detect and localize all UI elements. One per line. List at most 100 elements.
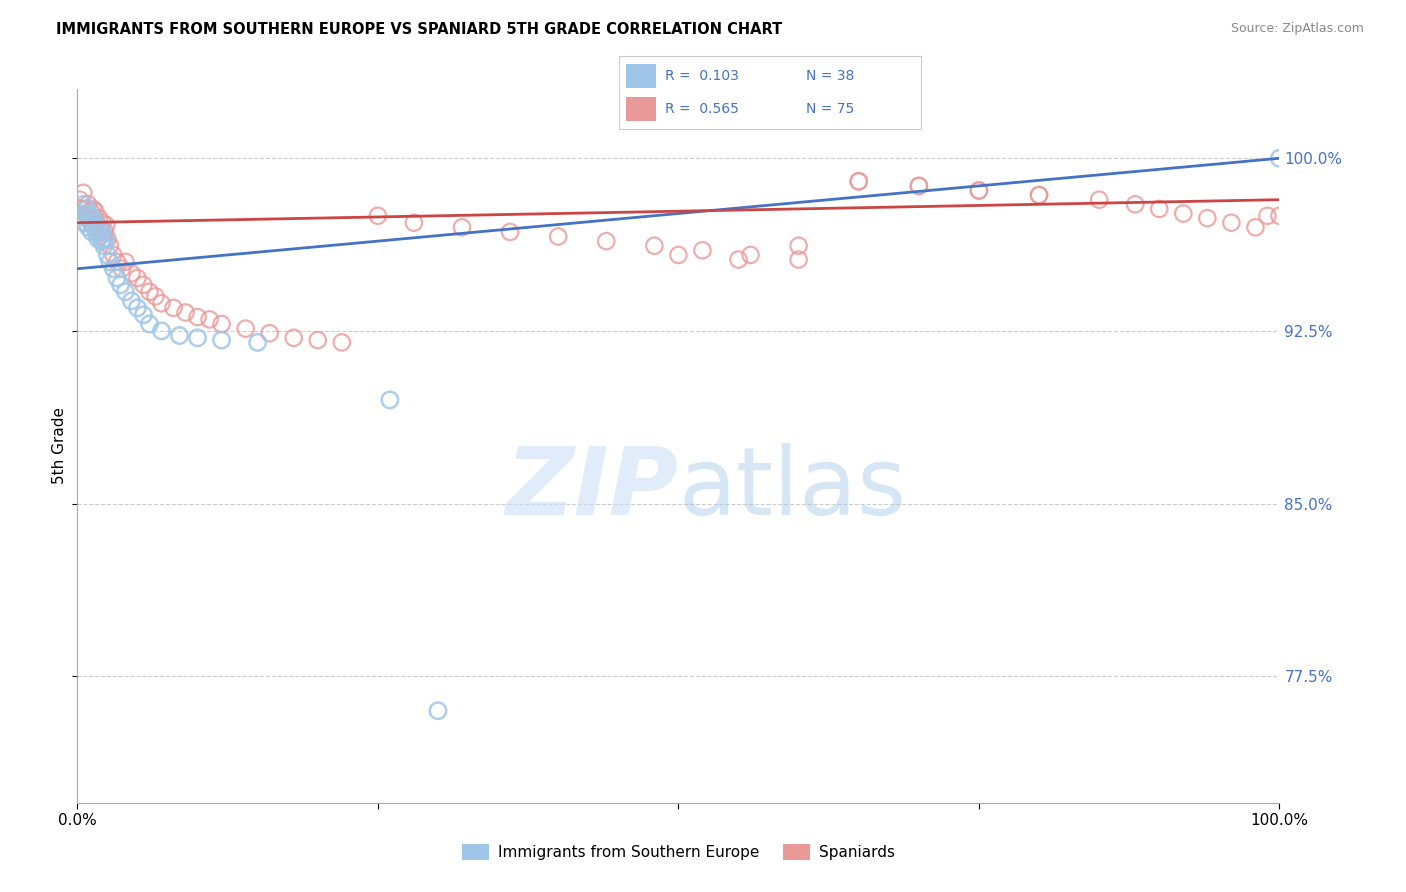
Point [91,216,114,230]
Point [967,184,990,198]
Point [79,209,101,223]
Point [93,232,115,246]
Y-axis label: 5th Grade: 5th Grade [52,408,66,484]
Point [120,266,142,280]
Point [73,216,96,230]
Point [1268,151,1291,165]
Point [402,216,425,230]
Point [150,324,173,338]
Point [132,277,155,292]
Point [70,202,93,216]
Point [307,333,329,347]
Point [967,184,990,198]
Point [668,248,690,262]
Point [79,204,101,219]
Point [1028,188,1050,202]
Point [103,261,125,276]
Point [787,238,810,252]
Point [72,197,94,211]
Point [77,197,100,211]
Point [105,255,128,269]
Point [75,206,97,220]
Point [96,218,118,232]
Point [77,220,100,235]
Point [1149,202,1171,216]
Point [643,238,665,252]
Point [111,261,134,276]
Point [114,285,136,299]
Point [427,704,450,718]
Point [89,229,111,244]
Point [211,333,233,347]
Point [94,232,117,246]
Text: N = 75: N = 75 [806,103,855,116]
Point [70,209,93,223]
Point [87,225,110,239]
Point [198,312,221,326]
Point [138,317,160,331]
Point [235,321,257,335]
Point [169,328,191,343]
Point [110,277,132,292]
Point [499,225,522,239]
Point [1028,188,1050,202]
Point [90,234,112,248]
Point [162,301,184,315]
Point [80,225,103,239]
Point [86,216,108,230]
Point [1173,206,1195,220]
Point [145,289,167,303]
Point [187,331,209,345]
Point [84,204,107,219]
Point [120,293,142,308]
Point [105,271,128,285]
Point [94,225,117,239]
Point [93,238,115,252]
Point [87,220,110,235]
Point [692,244,714,258]
Bar [626,97,657,121]
Point [547,229,569,244]
Point [330,335,353,350]
Text: N = 38: N = 38 [806,70,855,83]
Point [96,248,118,262]
Point [127,271,149,285]
Text: Source: ZipAtlas.com: Source: ZipAtlas.com [1230,22,1364,36]
Point [1268,209,1291,223]
Point [82,202,104,216]
Text: R =  0.565: R = 0.565 [665,103,740,116]
Point [174,305,197,319]
Legend: Immigrants from Southern Europe, Spaniards: Immigrants from Southern Europe, Spaniar… [456,838,901,866]
Point [98,238,121,252]
Point [75,202,97,216]
Point [103,248,125,262]
Point [727,252,749,267]
Point [1244,220,1267,235]
Point [89,220,111,235]
Point [848,174,870,188]
Point [246,335,269,350]
Point [87,232,110,246]
Point [72,186,94,200]
Point [908,178,931,193]
Point [787,252,810,267]
Bar [626,64,657,88]
Text: atlas: atlas [679,442,907,535]
Point [80,216,103,230]
Point [740,248,762,262]
Point [595,234,617,248]
Point [378,392,401,407]
Point [259,326,281,341]
Point [1123,197,1146,211]
Point [76,209,98,223]
Point [76,202,98,216]
Point [132,308,155,322]
Point [211,317,233,331]
Point [451,220,474,235]
Point [84,216,107,230]
Point [283,331,305,345]
Text: R =  0.103: R = 0.103 [665,70,740,83]
Point [127,301,149,315]
Point [79,216,101,230]
Point [1256,209,1278,223]
